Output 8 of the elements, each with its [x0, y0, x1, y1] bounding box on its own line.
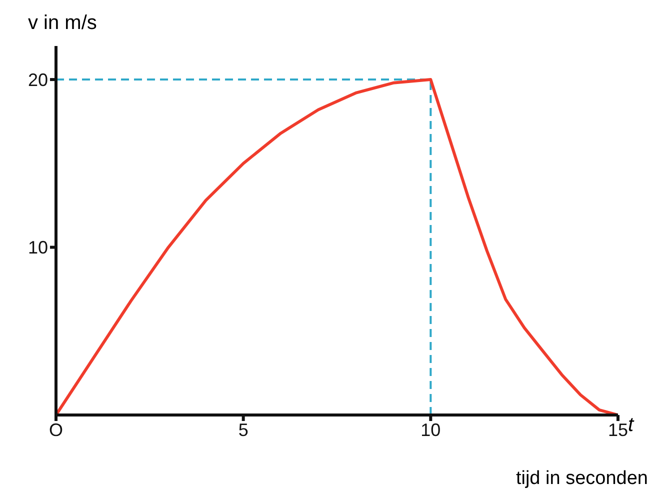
y-tick-label: 20	[28, 70, 48, 90]
x-tick-label: 10	[420, 420, 441, 440]
x-tick-label: 15	[608, 420, 628, 440]
text: tijd in seconden	[516, 468, 648, 490]
x-tick-label: O	[48, 420, 64, 440]
x-tick-label: 5	[238, 420, 248, 440]
y-axis-title: v in m/s	[28, 12, 97, 34]
x-axis-title: t	[628, 414, 634, 437]
